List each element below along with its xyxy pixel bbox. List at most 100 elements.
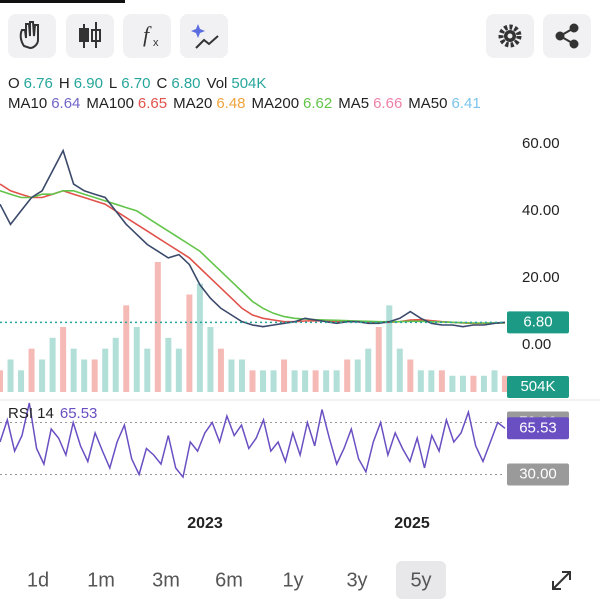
volume-bar: [291, 370, 298, 392]
ohlc-label: Vol: [207, 75, 228, 92]
volume-bar: [123, 305, 130, 392]
last-price-label: 6.80: [523, 313, 552, 330]
ma-label: MA200: [252, 95, 300, 112]
ohlc-value: 6.70: [121, 75, 150, 92]
toolbar: f x: [8, 14, 591, 58]
gear-icon: [498, 24, 522, 48]
trend-icon: [195, 35, 219, 49]
ma-value: 6.65: [138, 95, 167, 112]
y-tick-label: 20.00: [522, 269, 560, 286]
function-icon: f: [143, 22, 152, 47]
range-tab[interactable]: 6m: [215, 569, 243, 591]
volume-bar: [302, 370, 309, 392]
price-line: [0, 148, 506, 328]
ma-value: 6.66: [373, 95, 402, 112]
y-tick-label: 40.00: [522, 202, 560, 219]
volume-bar: [312, 370, 319, 392]
volume-bar: [502, 375, 508, 392]
ohlc-label: C: [156, 75, 167, 92]
ma-value: 6.64: [51, 95, 80, 112]
volume-bar: [0, 370, 3, 392]
volume-bar: [480, 375, 487, 392]
volume-bar: [196, 283, 203, 392]
ma-label: MA10: [8, 95, 47, 112]
ma-label: MA100: [86, 95, 134, 112]
volume-bar: [112, 337, 119, 392]
volume-label: 504K: [520, 378, 555, 395]
volume-bar: [217, 348, 224, 392]
volume-bar: [428, 370, 435, 392]
volume-bar: [7, 359, 14, 392]
volume-bar: [238, 359, 245, 392]
volume-bar: [438, 370, 445, 392]
volume-bar: [18, 370, 25, 392]
range-tabs: 1d 1m 3m 6m 1y 3y 5y: [27, 561, 446, 599]
range-tab[interactable]: 1y: [282, 569, 303, 591]
rsi-tick-label: 30.00: [519, 465, 557, 482]
ohlc-value: 6.76: [24, 75, 53, 92]
ma-line: [0, 183, 506, 325]
ma-value: 6.41: [451, 95, 480, 112]
hand-button[interactable]: [8, 14, 56, 58]
x-tick-label: 2023: [187, 515, 223, 532]
volume-bar: [281, 359, 288, 392]
ohlc-value: 6.90: [74, 75, 103, 92]
range-tab[interactable]: 3y: [346, 569, 367, 591]
ohlc-label: O: [8, 75, 20, 92]
volume-bar: [175, 348, 182, 392]
function-icon-x: x: [153, 37, 159, 49]
tab-bar: [0, 556, 600, 600]
expand-icon[interactable]: [552, 571, 571, 590]
range-tab[interactable]: 1m: [87, 569, 115, 591]
volume-bar: [39, 359, 46, 392]
top-bar: [0, 0, 125, 3]
volume-box: [507, 376, 569, 398]
ai-button[interactable]: [180, 14, 228, 58]
ma-value: 6.62: [303, 95, 332, 112]
volume-bar: [133, 327, 140, 392]
volume-bar: [386, 305, 393, 392]
ma-line: [0, 190, 506, 324]
volume-bar: [354, 359, 361, 392]
volume-bar: [154, 262, 161, 392]
rsi-line: [0, 402, 506, 479]
volume-bar: [144, 348, 151, 392]
volume-bar: [81, 359, 88, 392]
last-price-box: [507, 311, 569, 334]
range-tab[interactable]: 5y: [410, 569, 431, 591]
ma-label: MA20: [173, 95, 212, 112]
volume-bar: [323, 370, 330, 392]
ohlc-label: L: [109, 75, 117, 92]
range-tab[interactable]: 3m: [152, 569, 180, 591]
volume-bar: [49, 337, 56, 392]
y-tick-label: 60.00: [522, 135, 560, 152]
volume-bar: [459, 375, 466, 392]
volume-bar: [70, 348, 77, 392]
volume-bar: [60, 327, 67, 392]
share-button[interactable]: [543, 14, 591, 58]
tab-selected[interactable]: [396, 561, 446, 599]
volume-bar: [28, 348, 35, 392]
y-tick-label: 0.00: [522, 336, 551, 353]
volume-bar: [186, 294, 193, 392]
ohlc-label: H: [59, 75, 70, 92]
volume-bar: [491, 370, 498, 392]
function-button[interactable]: [123, 14, 171, 58]
hand-icon: [19, 21, 39, 50]
range-tab[interactable]: 1d: [27, 569, 49, 591]
ohlc-value: 504K: [231, 75, 266, 92]
volume-bar: [102, 348, 109, 392]
rsi-title-value: 65.53: [60, 405, 98, 422]
ohlc-value: 6.80: [171, 75, 200, 92]
x-tick-label: 2025: [394, 515, 430, 532]
volume-bar: [270, 370, 277, 392]
candle-icon: [79, 22, 101, 48]
rsi-value-box: [507, 417, 569, 440]
rsi-title: RSI 14: [8, 405, 54, 422]
volume-bar: [228, 359, 235, 392]
volume-bar: [365, 348, 372, 392]
volume-bar: [249, 370, 256, 392]
volume-bar: [417, 370, 424, 392]
candle-button[interactable]: [66, 14, 114, 58]
